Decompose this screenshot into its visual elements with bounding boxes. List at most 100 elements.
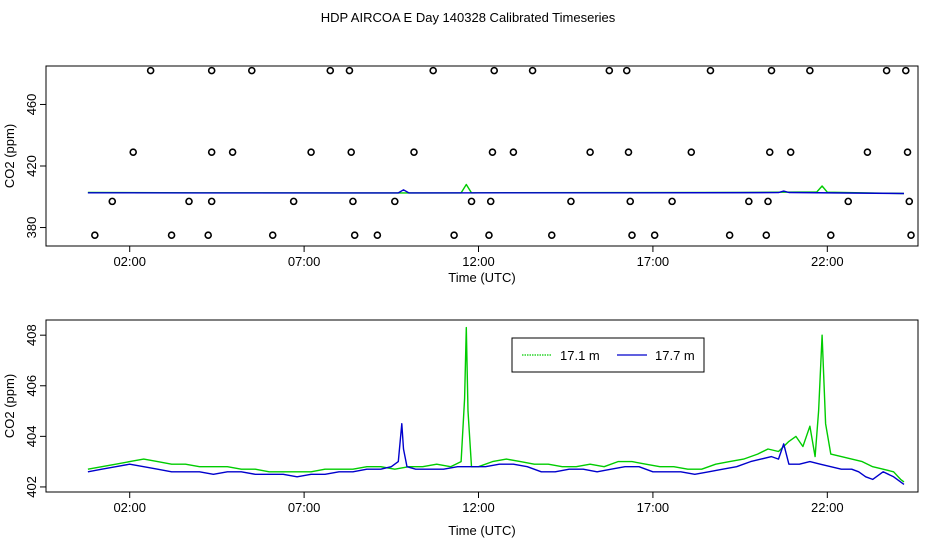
panel-bottom-y-axis: 402 404 406 408 [24, 324, 46, 498]
calibration-point [786, 148, 795, 156]
calibration-point [129, 148, 137, 156]
calibration-point [901, 66, 910, 75]
calibration-point [326, 66, 335, 75]
calibration-point [903, 148, 912, 156]
calibration-point [429, 66, 437, 75]
calibration-point [146, 66, 155, 75]
calibration-point [626, 197, 635, 206]
calibration-point [349, 197, 357, 206]
panel-bottom-xlabel: Time (UTC) [448, 523, 515, 538]
legend-box [511, 337, 705, 373]
panel-top-xtick-label: 22:00 [811, 254, 844, 269]
panel-top-data [87, 66, 915, 240]
calibration-point [467, 197, 476, 206]
panel-top-y-axis: 380 420 460 [24, 94, 46, 239]
calibration-point [390, 197, 399, 206]
panel-bottom-xtick-label: 22:00 [811, 500, 844, 515]
calibration-point [882, 66, 891, 75]
calibration-point [167, 231, 176, 240]
panel-bottom-ylabel: CO2 (ppm) [2, 374, 17, 438]
calibration-point [650, 231, 659, 240]
panel-top-ytick-label: 460 [24, 94, 39, 116]
calibration-point [826, 231, 835, 240]
calibration-point [247, 66, 256, 75]
panel-top-ylabel: CO2 (ppm) [2, 124, 17, 188]
panel-top-x-axis: 02:00 07:00 12:00 17:00 22:00 [113, 246, 844, 269]
panel-bottom-xtick-label: 12:00 [462, 500, 495, 515]
panel-bottom-ytick-label: 408 [24, 324, 39, 346]
calibration-point [745, 197, 753, 206]
series-line-17-7-m [87, 423, 905, 485]
calibration-point [488, 148, 497, 156]
calibration-point [307, 148, 315, 156]
figure-title: HDP AIRCOA E Day 140328 Calibrated Times… [321, 10, 616, 25]
panel-top-xtick-label: 12:00 [462, 254, 495, 269]
calibration-point [204, 231, 212, 240]
calibration-point [905, 197, 914, 206]
panel-bottom: 02:00 07:00 12:00 17:00 22:00 402 404 406 408 T… [2, 319, 919, 538]
calibration-point [528, 66, 537, 75]
panel-top-ytick-label: 380 [24, 217, 39, 239]
panel-bottom-ytick-label: 402 [24, 476, 39, 498]
panel-bottom-ytick-label: 406 [24, 375, 39, 397]
calibration-point [91, 231, 99, 240]
calibration-point [806, 66, 814, 75]
calibration-point [289, 197, 298, 206]
panel-bottom-ytick-label: 404 [24, 426, 39, 448]
panel-bottom-x-axis: 02:00 07:00 12:00 17:00 22:00 [113, 492, 844, 515]
series-line-17-7-m [87, 189, 905, 195]
panel-top-xlabel: Time (UTC) [448, 270, 515, 285]
calibration-point [567, 197, 575, 206]
calibration-point [767, 66, 776, 75]
calibration-point [108, 197, 117, 206]
calibration-point [490, 66, 499, 75]
calibration-point [207, 197, 216, 206]
calibration-point [622, 66, 631, 75]
panel-top-xtick-label: 17:00 [637, 254, 670, 269]
calibration-point [687, 148, 696, 156]
calibration-point [485, 231, 493, 240]
calibration-point [450, 231, 458, 240]
panel-bottom-frame [45, 319, 919, 493]
panel-top-ytick-label: 420 [24, 155, 39, 177]
panel-top: 02:00 07:00 12:00 17:00 22:00 380 420 460 Time… [2, 65, 919, 285]
calibration-point [762, 231, 771, 240]
calibration-point [628, 231, 636, 240]
calibration-point [844, 197, 853, 206]
calibration-point [207, 66, 216, 75]
calibration-point [765, 148, 774, 156]
series-line-17-1-m [87, 326, 905, 483]
calibration-point [185, 197, 193, 206]
calibration-point [586, 148, 594, 156]
calibration-point [350, 231, 359, 240]
calibration-point [907, 231, 915, 240]
calibration-point [624, 148, 633, 156]
calibration-point [547, 231, 556, 240]
calibration-point [764, 197, 772, 206]
calibration-point [207, 148, 216, 156]
panel-bottom-data [87, 326, 905, 485]
calibration-point [345, 66, 354, 75]
panel-bottom-xtick-label: 02:00 [113, 500, 146, 515]
calibration-point [228, 148, 237, 156]
calibration-point [486, 197, 495, 206]
calibration-point [268, 231, 277, 240]
calibration-point [668, 197, 676, 206]
calibration-point [410, 148, 418, 156]
panel-bottom-xtick-label: 17:00 [637, 500, 670, 515]
legend: 17.1 m 17.7 m [511, 337, 705, 373]
panel-top-xtick-label: 07:00 [288, 254, 321, 269]
panel-top-frame [45, 65, 919, 247]
calibration-point [347, 148, 356, 156]
calibration-point [863, 148, 872, 156]
panel-bottom-xtick-label: 07:00 [288, 500, 321, 515]
legend-label-17-1m: 17.1 m [560, 348, 600, 363]
calibration-point [725, 231, 734, 240]
calibration-point [706, 66, 715, 75]
calibration-point [373, 231, 382, 240]
legend-label-17-7m: 17.7 m [655, 348, 695, 363]
panel-top-xtick-label: 02:00 [113, 254, 146, 269]
calibration-point [605, 66, 614, 75]
calibration-point [509, 148, 518, 156]
